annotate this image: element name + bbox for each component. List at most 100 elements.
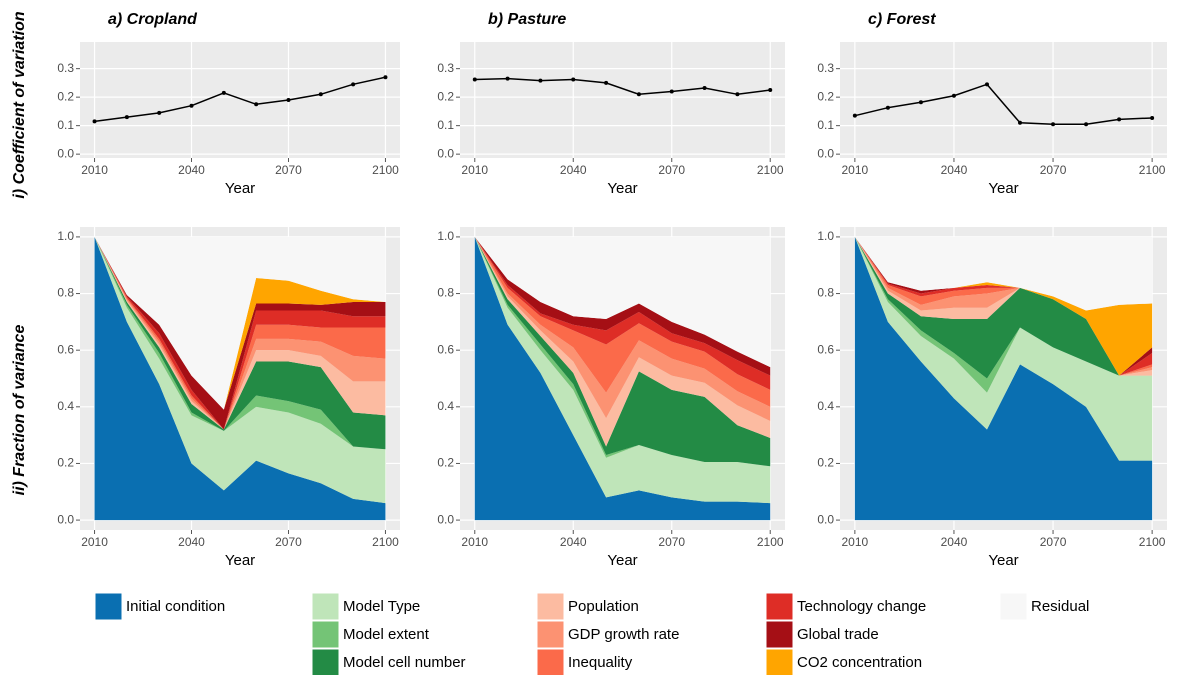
y-tick-label: 0.2 — [817, 89, 834, 103]
x-tick-label: 2010 — [81, 535, 108, 549]
area — [94, 236, 386, 430]
legend-label: CO2 concentration — [797, 654, 922, 671]
y-tick-label: 0.3 — [437, 61, 454, 75]
legend-label: Model cell number — [343, 654, 466, 671]
plot-background — [80, 42, 400, 158]
area — [94, 236, 386, 450]
x-axis-label: Year — [607, 180, 637, 197]
chart-title: a) Cropland — [108, 11, 198, 28]
y-tick-label: 0.2 — [817, 456, 834, 470]
legend-swatch — [311, 648, 340, 675]
y-tick-label: 0.8 — [57, 286, 74, 300]
legend-swatch — [311, 592, 340, 621]
legend-swatch — [94, 592, 123, 621]
y-tick-label: 1.0 — [817, 229, 834, 243]
point — [1018, 120, 1023, 125]
y-tick-label: 0.1 — [437, 118, 454, 132]
area — [854, 236, 1153, 521]
y-tick-label: 0.0 — [437, 146, 454, 160]
point — [885, 105, 890, 110]
y-tick-label: 0.4 — [57, 399, 74, 413]
x-tick-label: 2100 — [1139, 535, 1166, 549]
point — [254, 102, 259, 107]
area — [854, 236, 1153, 376]
point — [92, 119, 97, 124]
legend-swatch — [536, 592, 565, 621]
point — [1150, 115, 1155, 120]
legend-swatch — [765, 620, 794, 649]
area — [854, 236, 1153, 379]
y-tick-label: 0.1 — [817, 118, 834, 132]
line — [854, 83, 1153, 125]
x-axis-label: Year — [607, 552, 637, 569]
area — [474, 236, 771, 376]
point — [636, 92, 641, 97]
x-tick-label: 2100 — [372, 535, 399, 549]
legend-label: Population — [568, 598, 639, 615]
point — [702, 86, 707, 91]
x-tick-label: 2010 — [461, 163, 488, 177]
legend-label: GDP growth rate — [568, 626, 679, 643]
row-label: ii) Fraction of variance — [11, 325, 28, 496]
point — [1117, 117, 1122, 122]
area — [854, 236, 1153, 376]
x-axis-label: Year — [988, 180, 1018, 197]
row-label: i) Coefficient of variation — [11, 11, 28, 199]
area — [94, 236, 386, 521]
area — [474, 236, 771, 407]
point — [918, 100, 923, 105]
x-tick-label: 2040 — [941, 163, 968, 177]
x-tick-label: 2040 — [560, 163, 587, 177]
x-tick-label: 2100 — [372, 163, 399, 177]
point — [951, 93, 956, 98]
point — [472, 77, 477, 82]
legend-swatch — [999, 592, 1028, 621]
x-tick-label: 2040 — [560, 535, 587, 549]
point — [124, 115, 129, 120]
y-tick-label: 0.2 — [437, 89, 454, 103]
legend-swatch — [311, 620, 340, 649]
point — [571, 77, 576, 82]
point — [221, 90, 226, 95]
area — [474, 236, 771, 467]
y-tick-label: 0.6 — [57, 342, 74, 356]
y-tick-label: 0.4 — [817, 399, 834, 413]
chart-title: b) Pasture — [488, 11, 566, 28]
point — [538, 78, 543, 83]
y-tick-label: 0.6 — [817, 342, 834, 356]
area — [474, 236, 771, 421]
y-tick-label: 1.0 — [437, 229, 454, 243]
area — [94, 236, 386, 504]
y-tick-label: 0.4 — [437, 399, 454, 413]
x-tick-label: 2070 — [1040, 163, 1067, 177]
y-tick-label: 0.0 — [57, 512, 74, 526]
y-tick-label: 0.8 — [437, 286, 454, 300]
point — [604, 80, 609, 85]
x-tick-label: 2040 — [178, 535, 205, 549]
x-tick-label: 2100 — [1139, 163, 1166, 177]
x-axis-label: Year — [988, 552, 1018, 569]
x-tick-label: 2100 — [757, 163, 784, 177]
x-tick-label: 2040 — [941, 535, 968, 549]
y-tick-label: 0.8 — [817, 286, 834, 300]
legend-label: Model extent — [343, 626, 430, 643]
y-tick-label: 0.0 — [817, 512, 834, 526]
plot-background — [460, 42, 785, 158]
legend-label: Inequality — [568, 654, 633, 671]
line — [94, 76, 386, 123]
y-tick-label: 0.1 — [57, 118, 74, 132]
point — [735, 92, 740, 97]
legend-label: Global trade — [797, 626, 879, 643]
x-axis-label: Year — [225, 180, 255, 197]
area — [94, 236, 386, 410]
x-tick-label: 2040 — [178, 163, 205, 177]
x-axis-label: Year — [225, 552, 255, 569]
x-tick-label: 2010 — [81, 163, 108, 177]
legend-label: Initial condition — [126, 598, 225, 615]
point — [1051, 122, 1056, 127]
legend-swatch — [765, 648, 794, 675]
x-tick-label: 2070 — [1040, 535, 1067, 549]
chart-title: c) Forest — [868, 11, 936, 28]
y-tick-label: 0.0 — [57, 146, 74, 160]
